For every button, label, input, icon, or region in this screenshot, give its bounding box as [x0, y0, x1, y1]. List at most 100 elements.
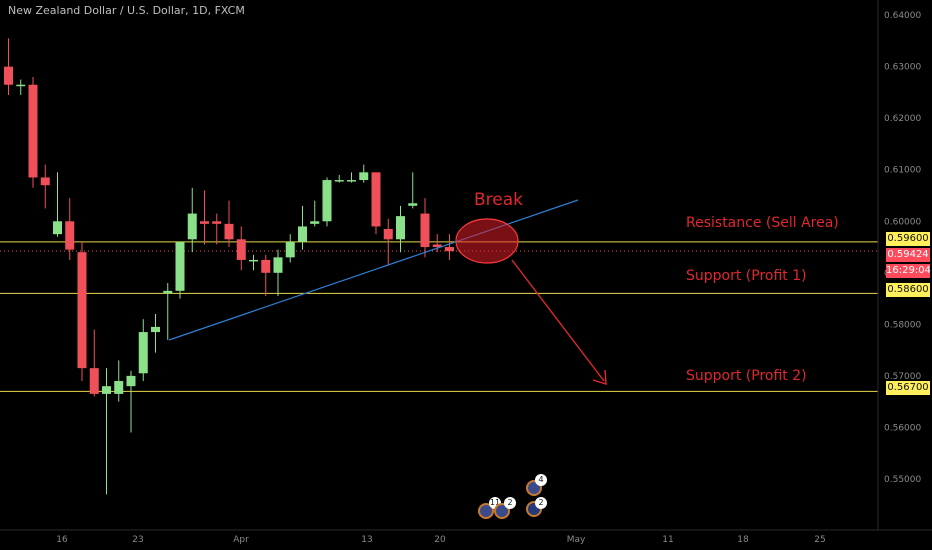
- time-tick-label: 13: [361, 535, 372, 545]
- candle-body: [383, 229, 393, 240]
- current-price-tag: 0.59424: [886, 248, 930, 262]
- candle-body: [126, 375, 136, 387]
- candle: [322, 177, 332, 227]
- price-tick-label: 0.58000: [884, 320, 921, 330]
- price-tick-label: 0.62000: [884, 114, 921, 124]
- time-tick-label: Apr: [233, 535, 249, 545]
- candle: [175, 241, 185, 299]
- candle-body: [396, 216, 405, 240]
- candle: [224, 200, 234, 248]
- candle: [273, 249, 283, 296]
- candle-body: [40, 177, 50, 186]
- candle-body: [322, 180, 332, 222]
- candle: [212, 213, 222, 245]
- candle-body: [408, 203, 418, 206]
- candle-body: [53, 221, 62, 235]
- candle: [432, 234, 442, 253]
- candle-body: [212, 221, 222, 224]
- candle: [53, 172, 62, 237]
- time-tick-label: 25: [814, 535, 825, 545]
- price-tick-label: 0.56000: [884, 423, 921, 433]
- time-tick-label: 11: [662, 535, 673, 545]
- candle-body: [4, 66, 13, 85]
- candle-body: [77, 252, 87, 369]
- candlesticks: [4, 38, 454, 495]
- candle: [28, 76, 38, 188]
- price-tick-label: 0.55000: [884, 475, 921, 485]
- candle-body: [371, 172, 381, 227]
- candle: [396, 205, 405, 253]
- candle: [89, 329, 99, 397]
- candle: [310, 200, 320, 227]
- candle-body: [163, 290, 173, 294]
- candle-body: [347, 180, 356, 182]
- break-circle[interactable]: [455, 218, 519, 264]
- candle: [102, 368, 111, 495]
- time-axis[interactable]: 16 23 Apr 13 20 May 11 18 25: [56, 535, 825, 545]
- candle: [445, 234, 454, 260]
- time-tick-label: 18: [737, 535, 749, 545]
- candle-body: [432, 244, 442, 248]
- symbol-title: New Zealand Dollar / U.S. Dollar, 1D, FX…: [8, 4, 245, 17]
- time-tick-label: 20: [434, 535, 446, 545]
- candle-body: [89, 368, 99, 394]
- event-count-badge: 4: [535, 474, 547, 486]
- candle-body: [310, 221, 320, 224]
- candle: [187, 187, 197, 253]
- projection-arrow[interactable]: [511, 259, 605, 382]
- price-tick-label: 0.60000: [884, 217, 921, 227]
- arrow-head-icon: [592, 369, 607, 385]
- support2-label: Support (Profit 2): [686, 368, 807, 384]
- candle-body: [445, 247, 454, 252]
- horizontal-levels[interactable]: [0, 241, 878, 392]
- candle: [16, 79, 26, 96]
- candle-body: [420, 213, 430, 248]
- candle-body: [285, 241, 295, 258]
- candle: [4, 38, 13, 96]
- candle-body: [249, 259, 258, 262]
- candle: [383, 218, 393, 266]
- candle: [77, 241, 87, 382]
- candle: [138, 319, 148, 382]
- support1-price-tag: 0.58600: [886, 283, 930, 297]
- event-count-badge: 2: [504, 497, 516, 509]
- candle: [285, 234, 295, 263]
- candle: [236, 226, 246, 271]
- candle-body: [200, 221, 209, 224]
- price-tick-label: 0.63000: [884, 63, 921, 73]
- candle: [114, 360, 124, 402]
- time-tick-label: 23: [132, 535, 143, 545]
- candle-body: [334, 180, 344, 182]
- bar-countdown: 16:29:04: [886, 264, 931, 278]
- candle: [65, 198, 75, 260]
- candle: [126, 370, 136, 433]
- candle: [200, 190, 209, 245]
- candle-body: [114, 381, 124, 394]
- candle: [40, 164, 50, 209]
- candle-body: [16, 84, 26, 87]
- candle: [163, 283, 173, 340]
- support1-label: Support (Profit 1): [686, 268, 807, 284]
- candle: [261, 254, 271, 296]
- candle-body: [224, 223, 234, 240]
- event-count-badge: 2: [535, 497, 547, 509]
- candle-body: [65, 221, 75, 250]
- candle: [359, 164, 369, 183]
- candle-body: [28, 84, 38, 178]
- time-tick-label: 16: [56, 535, 68, 545]
- candle: [151, 314, 160, 353]
- resistance-label: Resistance (Sell Area): [686, 215, 839, 231]
- candle: [249, 254, 258, 271]
- candle-body: [102, 386, 111, 394]
- candle-body: [151, 326, 160, 333]
- candle-body: [175, 241, 185, 291]
- candle-body: [138, 332, 148, 374]
- candle-body: [359, 172, 369, 181]
- candle: [420, 198, 430, 258]
- trendline[interactable]: [168, 199, 579, 341]
- candle-body: [298, 226, 307, 242]
- price-tick-label: 0.64000: [884, 11, 921, 21]
- candle-body: [187, 213, 197, 240]
- support2-price-tag: 0.56700: [886, 381, 930, 395]
